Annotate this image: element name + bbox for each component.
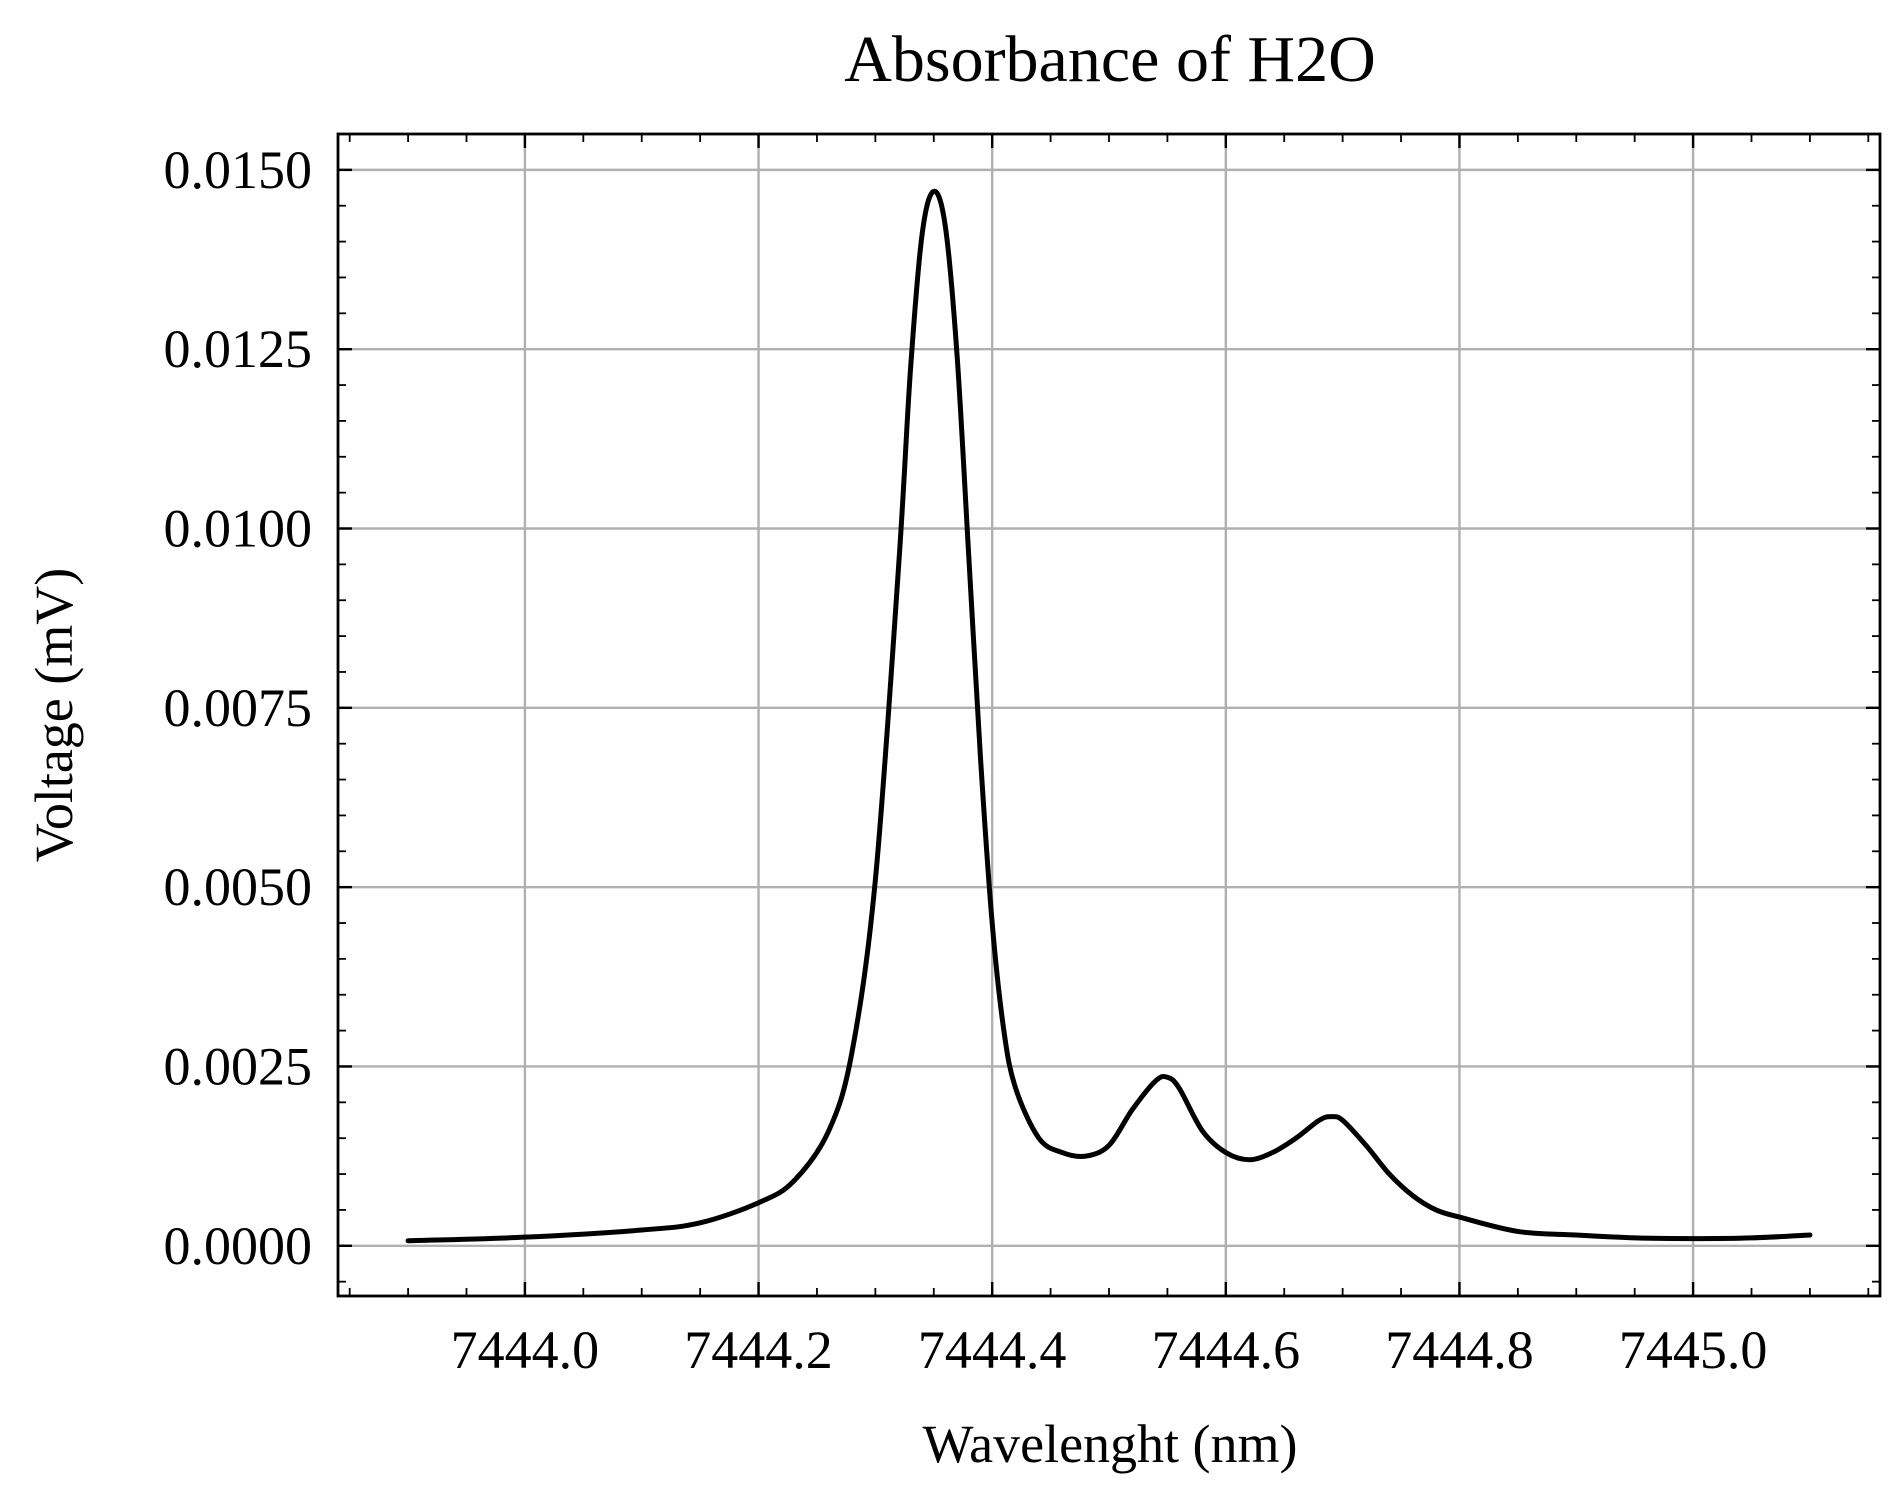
series-line [405, 188, 1813, 1244]
x-tick-label: 7444.2 [684, 1320, 833, 1380]
x-axis-label: Wavelenght (nm) [922, 1414, 1297, 1474]
chart-title: Absorbance of H2O [844, 23, 1376, 96]
axis-ticks [338, 133, 1880, 1296]
x-tick-label: 7444.8 [1385, 1320, 1534, 1380]
x-tick-label: 7444.0 [451, 1320, 600, 1380]
x-tick-label: 7444.4 [918, 1320, 1067, 1380]
grid [338, 134, 1880, 1296]
x-tick-label: 7445.0 [1619, 1320, 1768, 1380]
y-tick-label: 0.0150 [164, 140, 313, 200]
y-tick-label: 0.0075 [164, 678, 313, 738]
y-tick-label: 0.0050 [164, 857, 313, 917]
y-axis-label: Voltage (mV) [24, 568, 84, 862]
plot-frame [336, 132, 1882, 1298]
y-tick-label: 0.0000 [164, 1216, 313, 1276]
y-tick-labels: 0.0000 0.0025 0.0050 0.0075 0.0100 0.0125 0.01… [164, 140, 313, 1276]
y-tick-label: 0.0025 [164, 1036, 313, 1096]
x-tick-labels: 7444.0 7444.2 7444.4 7444.6 7444.8 7445.0 [451, 1320, 1768, 1380]
y-tick-label: 0.0125 [164, 319, 313, 379]
y-tick-label: 0.0100 [164, 499, 313, 559]
x-tick-label: 7444.6 [1152, 1320, 1301, 1380]
